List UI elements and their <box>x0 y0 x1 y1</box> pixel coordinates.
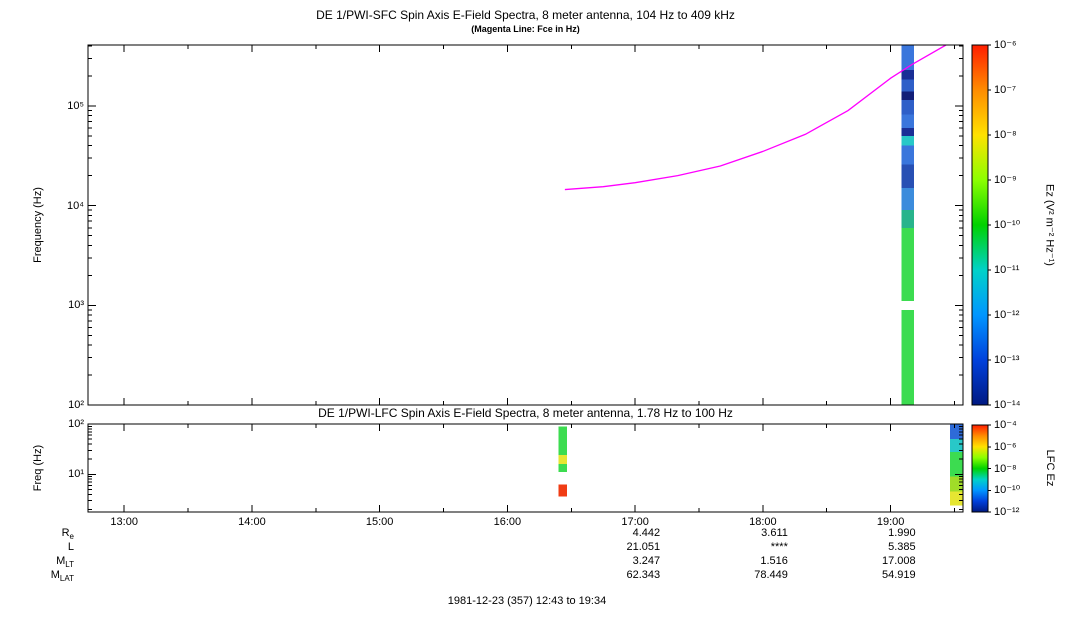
annotation-row-label: MLAT <box>50 569 74 584</box>
colorbar-tick-label: 10⁻¹² <box>994 309 1020 321</box>
spectrogram-segment <box>558 426 568 456</box>
y-tick-label: 10⁵ <box>67 99 84 112</box>
lfc-y-axis-label: Freq (Hz) <box>32 444 44 492</box>
colorbar-tick-label: 10⁻¹⁴ <box>994 399 1021 411</box>
x-tick-label: 14:00 <box>238 516 266 528</box>
annotation-row-label: Re <box>61 527 74 542</box>
spectrogram-segment <box>901 99 915 115</box>
colorbar-tick-label: 10⁻⁶ <box>994 39 1017 51</box>
lfc-frame <box>87 423 964 513</box>
spectrogram-segment <box>558 455 568 465</box>
sfc-ticks <box>88 45 963 406</box>
spectrogram-segment <box>901 128 915 136</box>
sfc-title: DE 1/PWI-SFC Spin Axis E-Field Spectra, … <box>316 8 735 22</box>
spectrogram-segment <box>901 164 915 189</box>
annotation-value: 4.442 <box>632 527 661 539</box>
colorbar-tick-label: 10⁻⁶ <box>994 440 1017 453</box>
spectrogram-segment <box>558 484 568 497</box>
sfc-subtitle: (Magenta Line: Fce in Hz) <box>471 24 580 34</box>
spectrogram-segment <box>901 69 915 80</box>
y-tick-label: 10⁴ <box>67 199 84 212</box>
lfc-ticks <box>88 423 963 512</box>
x-tick-label: 15:00 <box>365 516 394 528</box>
footer-date-range: 1981-12-23 (357) 12:43 to 19:34 <box>447 595 607 607</box>
x-tick-label: 18:00 <box>749 516 777 528</box>
annotation-value: 1.990 <box>888 527 916 539</box>
sfc-frame <box>87 44 964 406</box>
x-tick-label: 17:00 <box>621 516 649 528</box>
fce-line <box>564 45 947 191</box>
colorbar-tick-label: 10⁻⁸ <box>994 462 1017 475</box>
colorbar-tick-label: 10⁻⁴ <box>994 419 1017 431</box>
spectrogram-segment <box>901 45 915 70</box>
y-tick-label: 10¹ <box>68 468 84 481</box>
annotation-value: 3.247 <box>632 555 661 567</box>
lfc-colorbar-label: LFC Ez <box>1044 449 1056 487</box>
colorbar-tick-label: 10⁻⁹ <box>994 174 1017 186</box>
colorbar-tick-label: 10⁻⁷ <box>994 84 1017 96</box>
colorbar-tick-label: 10⁻¹⁰ <box>994 484 1021 497</box>
annotation-value: 78.449 <box>754 569 788 581</box>
sfc-colorbar-label: Ez (V² m⁻² Hz⁻¹) <box>1043 184 1056 266</box>
lfc-title: DE 1/PWI-LFC Spin Axis E-Field Spectra, … <box>318 406 733 420</box>
spectrogram-segment <box>901 79 915 92</box>
spectrogram-segment <box>950 451 963 477</box>
spectrogram-segment <box>950 439 963 452</box>
colorbar-tick-label: 10⁻¹¹ <box>994 264 1020 276</box>
colorbar-gradient <box>972 425 988 512</box>
spectrogram-segment <box>950 476 963 492</box>
annotation-value: 1.516 <box>760 555 788 567</box>
annotation-value: 3.611 <box>761 527 788 539</box>
spectrogram-segment <box>901 114 915 129</box>
annotation-value: 17.008 <box>881 555 916 567</box>
spectrogram-segment <box>901 227 915 302</box>
colorbar-tick-label: 10⁻⁸ <box>994 129 1017 141</box>
annotation-value: 54.919 <box>881 569 916 581</box>
annotation-value: 62.343 <box>626 569 661 581</box>
sfc-y-axis-label: Frequency (Hz) <box>32 187 44 263</box>
annotation-row-label: MLT <box>56 555 74 570</box>
lfc-spectrogram <box>558 424 963 506</box>
spectrogram-segment <box>901 145 915 165</box>
annotation-value: 21.051 <box>626 541 661 553</box>
annotation-row-label: L <box>67 541 74 553</box>
colorbar-tick-label: 10⁻¹⁰ <box>994 219 1021 231</box>
sfc-spectrogram <box>901 45 915 405</box>
spectrogram-segment <box>950 491 963 506</box>
colorbar-tick-label: 10⁻¹² <box>994 506 1020 518</box>
colorbar-tick-label: 10⁻¹³ <box>994 354 1020 366</box>
annotation-value: **** <box>770 541 788 553</box>
x-tick-label: 19:00 <box>876 516 905 528</box>
y-tick-label: 10² <box>68 399 84 411</box>
spectrogram-segment <box>558 464 568 473</box>
y-tick-label: 10³ <box>68 299 84 312</box>
spectrogram-segment <box>901 188 915 211</box>
annotation-value: 5.385 <box>888 541 916 553</box>
x-tick-label: 13:00 <box>110 516 138 528</box>
spectrogram-segment <box>901 135 915 146</box>
colorbar-gradient <box>972 45 988 405</box>
x-tick-label: 16:00 <box>493 516 522 528</box>
y-tick-label: 10² <box>68 418 84 430</box>
spectrogram-segment <box>901 210 915 228</box>
spectrogram-segment <box>901 309 915 405</box>
spectrogram-segment <box>901 91 915 100</box>
